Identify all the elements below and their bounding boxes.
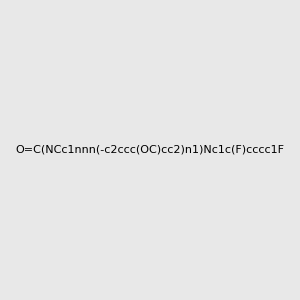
Text: O=C(NCc1nnn(-c2ccc(OC)cc2)n1)Nc1c(F)cccc1F: O=C(NCc1nnn(-c2ccc(OC)cc2)n1)Nc1c(F)cccc… <box>16 145 284 155</box>
